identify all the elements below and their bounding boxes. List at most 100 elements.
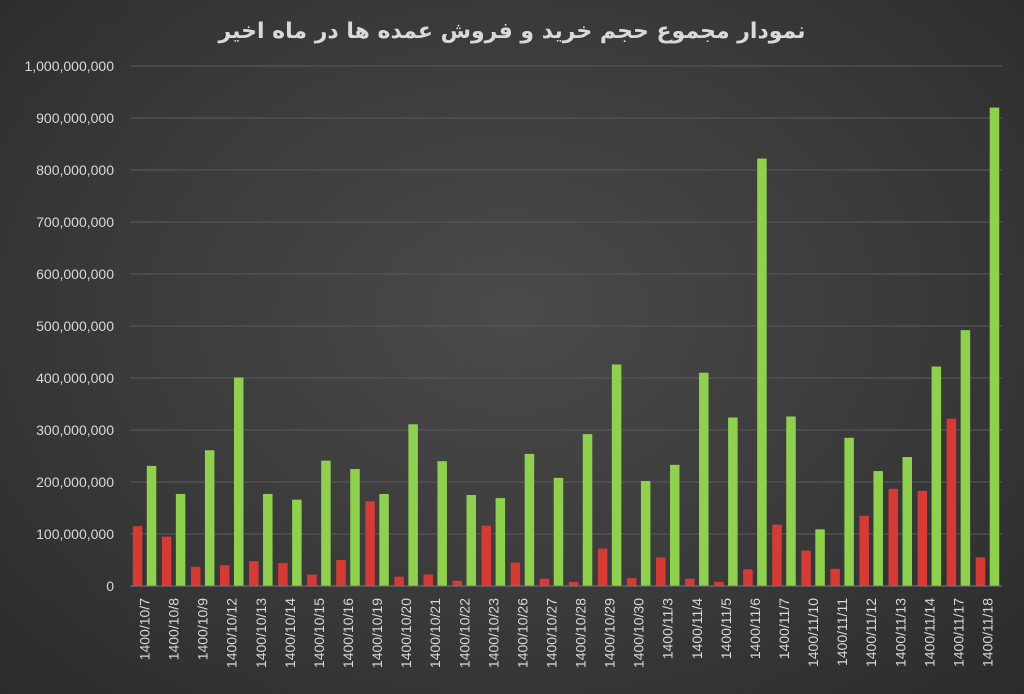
x-tick-label: 1400/11/12 (863, 598, 879, 667)
bar-green (175, 493, 186, 586)
bar-red (249, 561, 259, 586)
chart-title: نمودار مجموع حجم خرید و فروش عمده ها در … (217, 19, 805, 44)
bar-red (394, 576, 404, 586)
bar-red (219, 565, 230, 586)
bar-red (452, 580, 463, 586)
x-tick-label: 1400/11/3 (660, 598, 676, 659)
y-tick-label: 500,000,000 (36, 318, 114, 334)
bar-red (975, 557, 986, 586)
bar-red (859, 515, 869, 586)
x-tick-label: 1400/11/4 (689, 598, 705, 659)
x-tick-label: 1400/10/20 (398, 598, 414, 668)
x-tick-label: 1400/10/28 (573, 598, 589, 668)
bar-green (815, 529, 825, 586)
bar-red (190, 566, 201, 586)
x-tick-label: 1400/10/12 (224, 598, 240, 668)
x-tick-label: 1400/10/27 (543, 598, 559, 668)
bar-red (336, 560, 346, 586)
bar-green (495, 498, 506, 586)
x-tick-label: 1400/10/30 (631, 598, 647, 668)
bar-red (365, 501, 375, 586)
bars (132, 107, 1000, 586)
bar-green (582, 434, 593, 586)
y-tick-label: 400,000,000 (36, 370, 114, 386)
bar-green (902, 457, 913, 586)
bar-green (786, 416, 796, 586)
x-tick-label: 1400/10/22 (456, 598, 472, 668)
x-tick-label: 1400/10/21 (427, 598, 443, 668)
bar-red (772, 524, 782, 586)
bar-red (946, 418, 957, 586)
x-tick-label: 1400/10/13 (253, 598, 269, 668)
x-tick-label: 1400/10/19 (369, 598, 385, 668)
bar-red (917, 490, 928, 586)
bar-red (830, 568, 840, 586)
bar-green (931, 366, 942, 586)
bar-green (350, 469, 360, 586)
x-tick-label: 1400/10/9 (195, 598, 211, 660)
x-tick-label: 1400/11/11 (834, 598, 850, 666)
bar-green (669, 464, 680, 586)
bar-red (423, 574, 433, 586)
x-tick-label: 1400/10/7 (137, 598, 153, 660)
bar-green (640, 480, 651, 586)
bar-green (146, 465, 157, 586)
x-tick-label: 1400/10/16 (340, 598, 356, 668)
bar-green (989, 107, 1000, 586)
bar-green (960, 330, 971, 586)
y-tick-label: 1,000,000,000 (24, 58, 114, 74)
bar-green (553, 477, 564, 586)
bar-green (204, 450, 215, 586)
bar-red (626, 578, 637, 586)
bar-green (757, 158, 767, 586)
bar-green (408, 424, 418, 586)
x-tick-label: 1400/11/14 (921, 598, 937, 667)
bar-green (524, 453, 535, 586)
bar-red (888, 488, 899, 586)
bar-red (801, 550, 811, 586)
bar-red (307, 574, 317, 586)
x-tick-label: 1400/11/6 (747, 598, 763, 659)
bar-red (685, 578, 695, 586)
y-tick-label: 600,000,000 (36, 266, 114, 282)
bar-green (699, 372, 709, 586)
x-tick-label: 1400/10/23 (485, 598, 501, 668)
x-tick-label: 1400/10/8 (166, 598, 182, 660)
x-tick-label: 1400/10/29 (602, 598, 618, 668)
y-tick-label: 800,000,000 (36, 162, 114, 178)
bar-green (873, 471, 883, 586)
x-tick-label: 1400/11/5 (718, 598, 734, 659)
y-axis-tick-labels: 0 100,000,000 200,000,000 300,000,000 400,00… (24, 58, 114, 594)
bar-red (714, 581, 724, 586)
bar-red (597, 548, 608, 586)
bar-red (539, 578, 550, 586)
bar-green (233, 377, 244, 586)
bar-green (844, 437, 854, 586)
gridlines (130, 65, 1002, 535)
bar-green (263, 493, 273, 586)
bar-red (568, 581, 579, 586)
y-tick-label: 200,000,000 (36, 474, 114, 490)
x-tick-label: 1400/11/13 (892, 598, 908, 667)
y-tick-label: 300,000,000 (36, 422, 114, 438)
bar-red (161, 536, 172, 586)
y-tick-label: 900,000,000 (36, 110, 114, 126)
x-tick-label: 1400/11/18 (979, 598, 995, 667)
bar-red (132, 526, 143, 586)
y-tick-label: 0 (106, 578, 114, 594)
x-tick-label: 1400/10/14 (282, 598, 298, 668)
x-tick-label: 1400/10/26 (514, 598, 530, 668)
y-tick-label: 100,000,000 (36, 526, 114, 542)
x-tick-label: 1400/10/15 (311, 598, 327, 668)
bar-green (611, 364, 622, 586)
bar-green (437, 461, 447, 586)
bar-green (728, 417, 738, 586)
bar-red (510, 562, 521, 586)
bar-red (481, 525, 492, 586)
bar-green (292, 499, 302, 586)
bar-green (379, 493, 389, 586)
x-tick-label: 1400/11/7 (776, 598, 792, 659)
bar-red (655, 557, 666, 586)
x-tick-label: 1400/11/17 (950, 598, 966, 667)
